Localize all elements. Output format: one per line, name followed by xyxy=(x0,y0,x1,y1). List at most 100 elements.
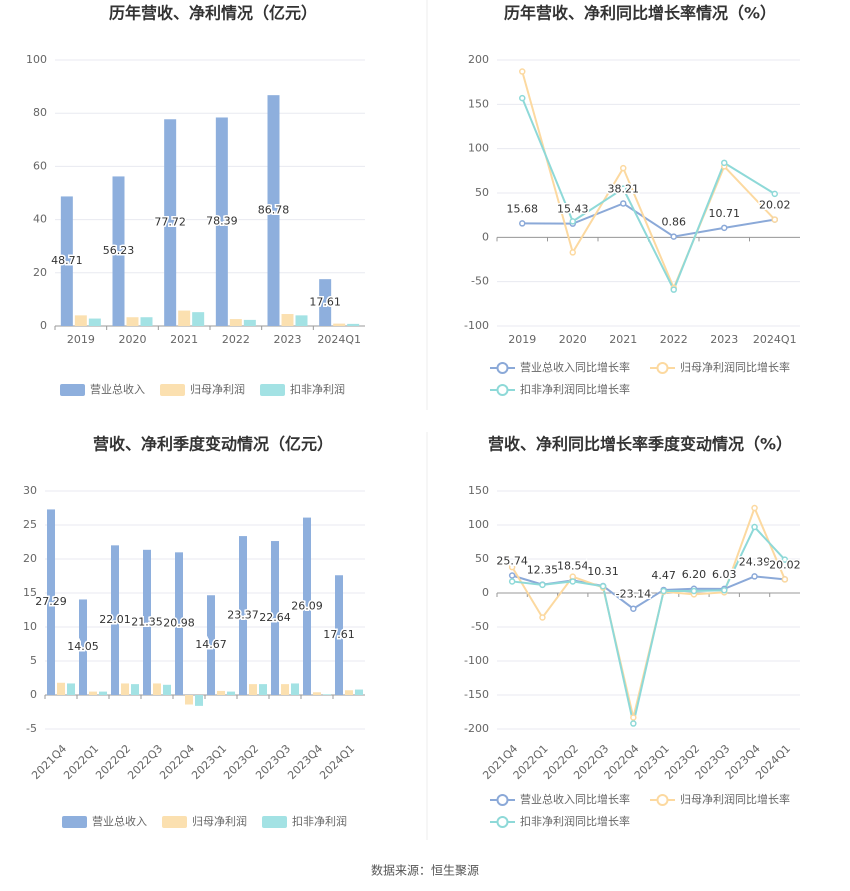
data-label: 48.71 xyxy=(51,254,83,267)
chart-title: 历年营收、净利同比增长率情况（%） xyxy=(504,4,776,23)
bar xyxy=(281,684,289,695)
point xyxy=(771,190,778,198)
bar xyxy=(291,683,299,695)
bar xyxy=(347,323,360,326)
y-tick-label: 80 xyxy=(33,106,47,119)
bar xyxy=(303,517,311,695)
y-tick-label: -200 xyxy=(464,722,489,735)
x-tick-label: 2021 xyxy=(170,333,198,346)
bar xyxy=(74,315,87,326)
point xyxy=(519,94,526,102)
bar xyxy=(207,595,215,695)
point xyxy=(630,720,637,727)
x-tick-label: 2020 xyxy=(119,333,147,346)
legend-label: 扣非净利润 xyxy=(290,382,345,396)
point xyxy=(569,578,576,585)
legend-swatch xyxy=(496,816,509,828)
x-tick-label: 2019 xyxy=(508,333,536,346)
point xyxy=(620,164,627,172)
point xyxy=(690,587,698,595)
data-label: 27.29 xyxy=(35,595,67,608)
x-tick-label: 2024Q1 xyxy=(317,742,357,782)
point xyxy=(721,159,728,167)
bar xyxy=(57,682,65,695)
bar xyxy=(164,119,177,326)
y-tick-label: 40 xyxy=(33,213,47,226)
chart-title: 历年营收、净利情况（亿元） xyxy=(109,4,317,23)
data-label: 14.05 xyxy=(67,640,99,653)
y-tick-label: 5 xyxy=(30,654,37,667)
bar xyxy=(163,684,171,695)
bar xyxy=(140,317,153,326)
bar xyxy=(259,684,267,695)
data-label: 25.74 xyxy=(496,554,528,567)
legend-swatch xyxy=(656,362,669,374)
point xyxy=(539,614,546,621)
bar xyxy=(355,689,363,695)
bar xyxy=(192,312,205,326)
legend-swatch xyxy=(656,794,669,806)
bar xyxy=(67,683,75,695)
y-tick-label: 25 xyxy=(23,518,37,531)
data-label: 10.31 xyxy=(587,565,619,578)
bar xyxy=(217,690,225,695)
legend-swatch xyxy=(160,384,185,396)
y-tick-label: 15 xyxy=(23,586,37,599)
point xyxy=(721,224,728,232)
data-label: 18.54 xyxy=(557,559,589,572)
y-tick-label: -5 xyxy=(26,722,37,735)
data-label: 17.61 xyxy=(323,628,355,641)
bar xyxy=(313,692,321,695)
legend-label: 营业总收入 xyxy=(90,382,145,396)
y-tick-label: 30 xyxy=(23,484,37,497)
point xyxy=(519,68,526,75)
point xyxy=(721,587,728,594)
data-label: 14.67 xyxy=(195,638,227,651)
point xyxy=(660,587,667,595)
y-tick-label: 100 xyxy=(468,518,489,531)
bar xyxy=(195,695,203,706)
point xyxy=(508,572,516,579)
legend-swatch xyxy=(260,384,285,396)
bar xyxy=(281,314,294,326)
data-label: 20.02 xyxy=(769,558,801,571)
x-tick-label: 2022 xyxy=(222,333,250,346)
x-tick-label: 2021 xyxy=(609,333,637,346)
point xyxy=(771,216,778,223)
bar xyxy=(178,310,191,326)
bar xyxy=(335,575,343,695)
data-label: 86.78 xyxy=(258,204,290,217)
y-tick-label: 60 xyxy=(33,159,47,172)
point xyxy=(751,504,758,512)
source-note: 数据来源：恒生聚源 xyxy=(371,863,479,878)
y-tick-label: 0 xyxy=(40,319,47,332)
bar xyxy=(215,117,228,326)
bar xyxy=(345,690,353,695)
data-label: 15.43 xyxy=(557,203,589,216)
data-label: 78.39 xyxy=(206,215,238,228)
line xyxy=(521,71,776,291)
y-tick-label: -150 xyxy=(464,688,489,701)
bar xyxy=(89,691,97,695)
data-label: 23.37 xyxy=(227,609,259,622)
bar xyxy=(271,541,279,695)
point xyxy=(630,714,637,721)
bar xyxy=(333,323,346,326)
y-tick-label: 0 xyxy=(30,688,37,701)
y-tick-label: -100 xyxy=(464,319,489,332)
bar xyxy=(243,319,256,326)
legend-label: 营业总收入同比增长率 xyxy=(520,360,630,374)
bar xyxy=(249,684,257,695)
point xyxy=(519,220,526,227)
y-tick-label: 100 xyxy=(468,142,489,155)
line xyxy=(512,525,786,724)
x-tick-label: 2023 xyxy=(274,333,302,346)
data-label: 4.47 xyxy=(651,569,676,582)
data-label: 17.61 xyxy=(309,296,341,309)
legend-label: 扣非净利润同比增长率 xyxy=(520,814,630,828)
legend-swatch xyxy=(496,384,509,396)
bar xyxy=(319,279,332,326)
data-label: -23.14 xyxy=(616,588,651,601)
data-label: 56.23 xyxy=(103,244,135,257)
